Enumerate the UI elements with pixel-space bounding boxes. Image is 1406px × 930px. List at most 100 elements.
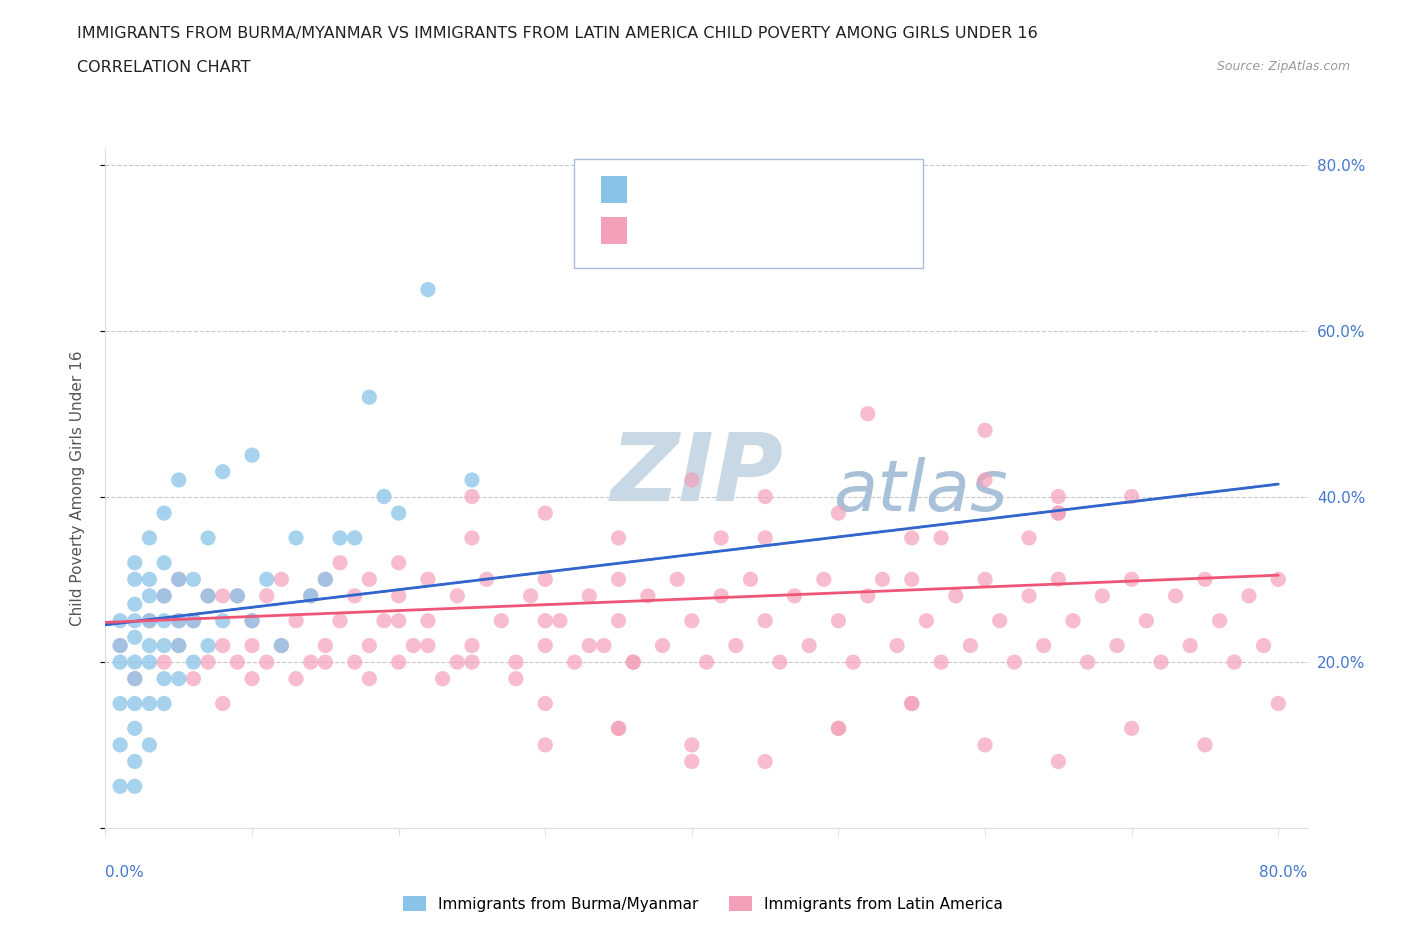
Point (1062, 613, 1084, 628)
Point (607, 530, 630, 545)
Text: ZIP: ZIP (610, 429, 783, 521)
Point (446, 655, 468, 670)
Y-axis label: Child Poverty Among Girls Under 16: Child Poverty Among Girls Under 16 (70, 351, 84, 626)
Point (270, 572, 292, 587)
Point (666, 572, 689, 587)
Point (900, 696, 922, 711)
Point (813, 572, 835, 587)
Point (754, 754, 776, 769)
Point (270, 638, 292, 653)
Point (388, 613, 411, 628)
Point (1018, 589, 1040, 604)
Point (945, 589, 967, 604)
Point (1253, 638, 1275, 653)
Point (534, 638, 557, 653)
Text: CORRELATION CHART: CORRELATION CHART (77, 60, 250, 75)
Point (564, 655, 586, 670)
Point (138, 696, 160, 711)
Point (226, 589, 249, 604)
Point (1267, 572, 1289, 587)
Point (681, 754, 703, 769)
Point (240, 447, 263, 462)
Point (505, 655, 527, 670)
Point (240, 671, 263, 686)
Point (167, 671, 190, 686)
Point (314, 655, 336, 670)
Point (842, 655, 865, 670)
Point (1002, 655, 1025, 670)
Point (461, 655, 484, 670)
Point (1091, 589, 1114, 604)
Point (1121, 721, 1143, 736)
Point (519, 589, 541, 604)
Point (1135, 613, 1157, 628)
Point (607, 721, 630, 736)
Point (314, 638, 336, 653)
Point (1208, 613, 1230, 628)
FancyBboxPatch shape (600, 217, 627, 244)
Point (475, 572, 498, 587)
Point (1047, 572, 1070, 587)
Point (974, 423, 997, 438)
Point (534, 506, 557, 521)
Point (1180, 638, 1202, 653)
Point (1032, 638, 1054, 653)
Point (929, 655, 952, 670)
Point (211, 613, 233, 628)
Point (754, 530, 776, 545)
Point (416, 282, 439, 297)
Point (724, 638, 747, 653)
Point (1164, 589, 1187, 604)
Point (578, 589, 600, 604)
Point (108, 638, 131, 653)
Point (754, 613, 776, 628)
Point (373, 489, 395, 504)
Point (681, 472, 703, 487)
Point (299, 589, 322, 604)
Point (651, 638, 673, 653)
Text: R = 0.072   N = 60: R = 0.072 N = 60 (645, 180, 830, 198)
Point (183, 572, 205, 587)
Point (1121, 572, 1143, 587)
Point (343, 655, 366, 670)
Point (197, 589, 219, 604)
Point (856, 406, 879, 421)
Point (1121, 489, 1143, 504)
Point (388, 555, 411, 570)
Point (1018, 530, 1040, 545)
Point (167, 472, 190, 487)
Point (416, 572, 439, 587)
Point (138, 737, 160, 752)
Point (359, 671, 381, 686)
Point (695, 655, 717, 670)
Point (314, 572, 336, 587)
Point (710, 530, 733, 545)
Point (1194, 737, 1216, 752)
Point (1047, 754, 1070, 769)
Point (153, 696, 176, 711)
Point (138, 572, 160, 587)
Point (607, 721, 630, 736)
Text: IMMIGRANTS FROM BURMA/MYANMAR VS IMMIGRANTS FROM LATIN AMERICA CHILD POVERTY AMO: IMMIGRANTS FROM BURMA/MYANMAR VS IMMIGRA… (77, 26, 1038, 41)
Point (256, 572, 278, 587)
Point (299, 655, 322, 670)
Point (108, 655, 131, 670)
Point (167, 638, 190, 653)
Point (461, 530, 484, 545)
Point (329, 613, 352, 628)
Point (900, 572, 922, 587)
Point (211, 696, 233, 711)
Point (108, 737, 131, 752)
Point (1267, 696, 1289, 711)
Point (124, 778, 146, 793)
Point (974, 472, 997, 487)
Point (915, 613, 938, 628)
Text: R = 0.120   N = 143: R = 0.120 N = 143 (645, 221, 842, 239)
Point (314, 572, 336, 587)
Point (167, 572, 190, 587)
Point (548, 613, 571, 628)
Point (343, 530, 366, 545)
Point (138, 530, 160, 545)
Point (153, 589, 176, 604)
Point (769, 655, 792, 670)
